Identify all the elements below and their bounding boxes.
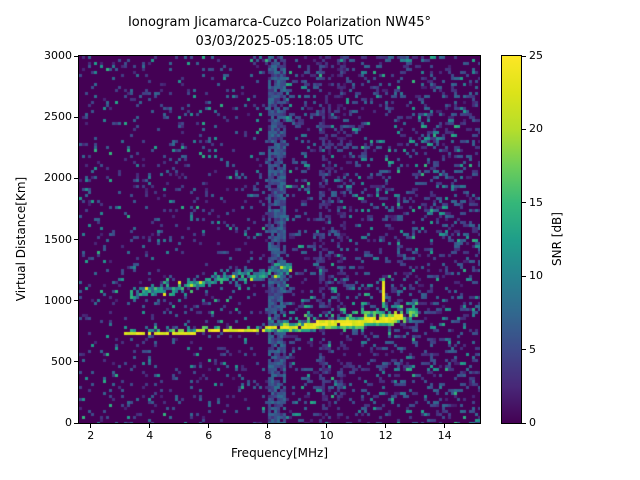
chart-title-line1: Ionogram Jicamarca-Cuzco Polarization NW… [127,15,432,30]
y-tick-label: 0 [65,416,72,429]
y-tick-mark [74,177,78,179]
y-tick-mark [74,300,78,302]
chart-title-line2: 03/03/2025-05:18:05 UTC [195,34,364,49]
x-tick-mark [90,424,92,428]
x-tick-label: 8 [264,429,272,442]
x-tick-label: 4 [146,429,154,442]
x-tick-label: 10 [319,429,334,442]
x-axis-label: Frequency[MHz] [230,446,329,460]
y-axis-label: Virtual Distance[Km] [14,176,28,302]
y-tick-label: 1000 [44,293,72,307]
y-tick-label: 2000 [44,171,72,185]
x-tick-mark [267,424,269,428]
x-tick-mark [385,424,387,428]
colorbar-tick-label: 15 [529,195,543,209]
colorbar-gradient [502,56,521,423]
colorbar-tick-mark [522,275,526,277]
x-tick-mark [326,424,328,428]
y-tick-label: 500 [51,354,72,368]
x-tick-label: 12 [378,429,393,442]
x-tick-label: 6 [205,429,213,442]
ionogram-heatmap-canvas [79,56,480,423]
colorbar-tick-mark [522,128,526,130]
x-tick-label: 2 [87,429,95,442]
x-tick-mark [444,424,446,428]
colorbar-tick-label: 5 [529,342,536,356]
y-tick-label: 2500 [44,110,72,124]
colorbar-tick-mark [522,202,526,204]
colorbar-tick-mark [522,422,526,424]
y-tick-mark [74,116,78,118]
y-tick-mark [74,422,78,424]
chart-title: Ionogram Jicamarca-Cuzco Polarization NW… [79,13,480,51]
x-tick-mark [149,424,151,428]
x-tick-label: 14 [437,429,452,442]
colorbar-tick-label: 25 [529,49,543,62]
x-tick-mark [208,424,210,428]
colorbar-tick-mark [522,55,526,57]
plot-area [78,55,481,424]
colorbar-tick-label: 20 [529,122,543,136]
colorbar-tick-label: 0 [529,416,536,429]
y-tick-label: 3000 [44,49,72,62]
colorbar [501,55,522,424]
y-tick-mark [74,55,78,57]
y-tick-label: 1500 [44,232,72,246]
colorbar-tick-label: 10 [529,269,543,283]
y-tick-mark [74,361,78,363]
y-tick-mark [74,239,78,240]
colorbar-label: SNR [dB] [550,212,564,266]
colorbar-tick-mark [522,349,526,351]
